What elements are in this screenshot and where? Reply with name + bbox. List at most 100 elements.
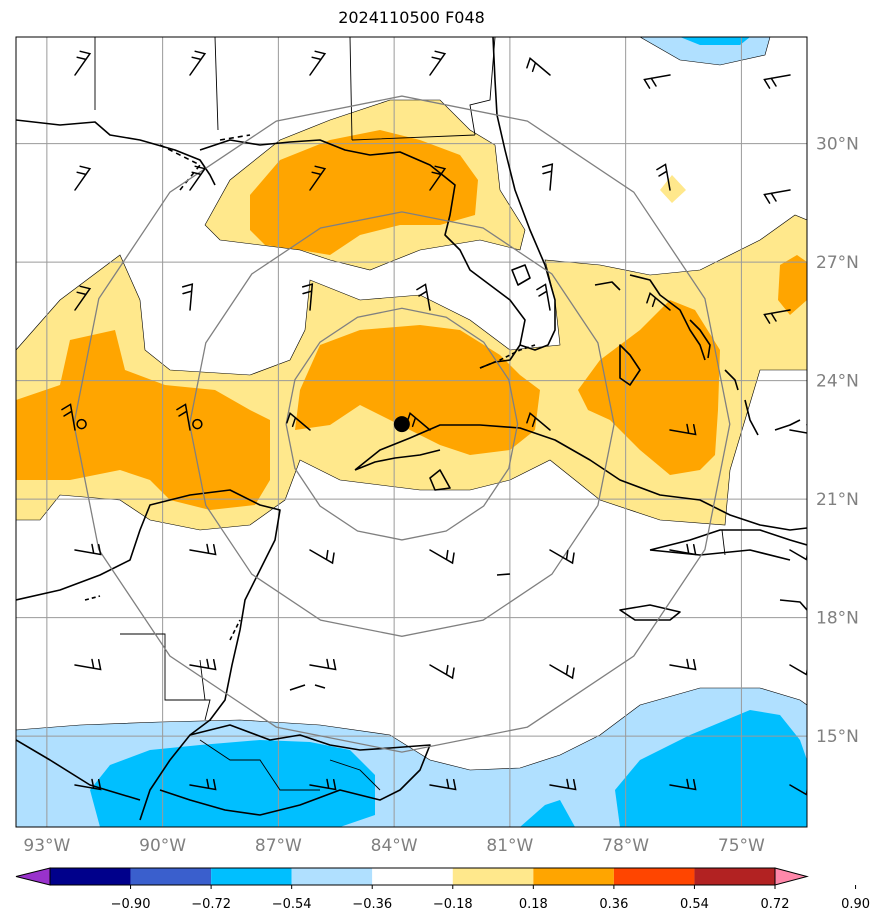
colorbar-tick-label: −0.36 <box>352 897 392 912</box>
plot-frame <box>15 36 808 828</box>
wind-barb <box>189 658 217 671</box>
contour-north <box>639 37 771 66</box>
wind-barb <box>74 285 92 311</box>
lon-tick-label: 78°W <box>602 836 649 856</box>
wind-barb <box>309 778 337 791</box>
wind-barb <box>189 543 217 556</box>
shade-south-west-cyan <box>90 740 375 827</box>
coast-central-america <box>16 724 431 816</box>
calm-circle <box>192 418 203 430</box>
coast-cuba <box>354 424 807 531</box>
coast-yucatan <box>16 489 281 821</box>
lat-tick-label: 21°N <box>816 490 859 510</box>
colorbar-segment <box>694 868 775 885</box>
shade-north-cyan <box>680 37 750 45</box>
lon-tick-label: 93°W <box>23 836 70 856</box>
colorbar-tick-label: −0.72 <box>191 897 231 912</box>
wind-barb <box>74 543 102 556</box>
wind-barb <box>74 165 92 191</box>
colorbar-tick-label: −0.54 <box>272 897 312 912</box>
coast-honduras-islands <box>289 684 326 691</box>
storm-center-marker <box>393 416 410 433</box>
shade-east-orange <box>578 300 720 475</box>
wind-barb <box>74 778 102 791</box>
shade-west-orange <box>16 330 270 510</box>
longitude-labels: 93°W 90°W 87°W 84°W 81°W 78°W 75°W <box>23 836 765 856</box>
wind-barb <box>646 292 671 311</box>
wind-barb <box>536 283 551 311</box>
political-boundaries <box>94 37 726 791</box>
colorbar-segment <box>372 868 453 885</box>
wind-barb <box>669 543 697 556</box>
wind-barb <box>309 549 335 565</box>
wind-barb <box>429 778 457 791</box>
coast-cayman-1 <box>496 573 511 576</box>
wind-barb <box>189 50 207 76</box>
coast-bahamas-2 <box>619 344 641 386</box>
wind-barb <box>643 74 671 89</box>
colorbar-tick-label: −0.90 <box>111 897 151 912</box>
shade-east-edge-orange <box>778 255 807 315</box>
wind-barb <box>416 283 431 311</box>
wind-barb <box>309 50 327 76</box>
colorbar-tick-label: 0.72 <box>761 897 790 912</box>
wind-barb <box>656 163 671 191</box>
calm-markers <box>76 418 203 430</box>
border-central-america <box>199 739 381 791</box>
lon-tick-label: 84°W <box>371 836 418 856</box>
colorbar-tick-label: 0.54 <box>680 897 709 912</box>
colorbar-extend-low <box>15 867 51 886</box>
coast-puerto-rico-edge <box>779 599 807 611</box>
wind-barb <box>789 423 807 434</box>
wind-barb <box>176 403 191 431</box>
wind-barb <box>526 412 551 431</box>
lat-tick-label: 27°N <box>816 253 859 273</box>
lat-tick-label: 24°N <box>816 372 859 392</box>
lat-tick-label: 30°N <box>816 135 859 155</box>
wind-barb <box>549 549 575 565</box>
wind-barb <box>189 165 207 191</box>
coast-jamaica <box>619 604 681 621</box>
wind-barb <box>669 658 697 671</box>
range-ring <box>285 307 519 541</box>
wind-barb <box>763 74 791 89</box>
wind-barb <box>549 778 577 791</box>
colorbar-extend-high <box>774 867 809 886</box>
wind-barb <box>763 309 791 324</box>
wind-barb <box>74 50 92 76</box>
contour-gulf-north <box>204 99 526 271</box>
wind-barb <box>61 403 76 431</box>
contour-south <box>16 687 807 771</box>
shade-center-orange <box>295 325 540 455</box>
wind-barb <box>429 165 447 191</box>
wind-barb <box>541 163 554 191</box>
shade-south-mid-cyan <box>520 800 575 827</box>
coast-bahamas-3 <box>689 319 711 359</box>
wind-barb <box>309 658 337 671</box>
wind-barb <box>669 778 697 791</box>
wind-barb <box>181 283 194 311</box>
lat-tick-label: 18°N <box>816 609 859 629</box>
map-title: 2024110500 F048 <box>338 8 485 27</box>
wind-barb <box>526 57 551 76</box>
colorbar-segment <box>613 868 695 885</box>
colorbar-segment <box>50 868 131 885</box>
negative-shading-dark <box>90 37 807 827</box>
colorbar: −0.90 −0.72 −0.54 −0.36 −0.18 0.18 0.36 0.54 0.7… <box>15 867 870 912</box>
wind-barb <box>549 664 575 680</box>
colorbar-segment <box>452 868 534 885</box>
colorbar-tick-label: −0.18 <box>433 897 473 912</box>
wind-barb <box>74 658 102 671</box>
border-mexico-guatemala <box>120 633 211 721</box>
wind-barb <box>429 50 447 76</box>
colorbar-tick-label: 0.90 <box>841 897 870 912</box>
coast-bahamas-1 <box>629 274 706 361</box>
coastlines <box>16 37 807 821</box>
coast-bahamas-4 <box>724 369 739 391</box>
wind-barb <box>286 412 311 431</box>
wind-barbs <box>61 50 807 796</box>
border-hispaniola <box>721 529 726 556</box>
coast-lake-okeechobee <box>511 264 531 286</box>
coast-gulf-north <box>16 119 526 369</box>
